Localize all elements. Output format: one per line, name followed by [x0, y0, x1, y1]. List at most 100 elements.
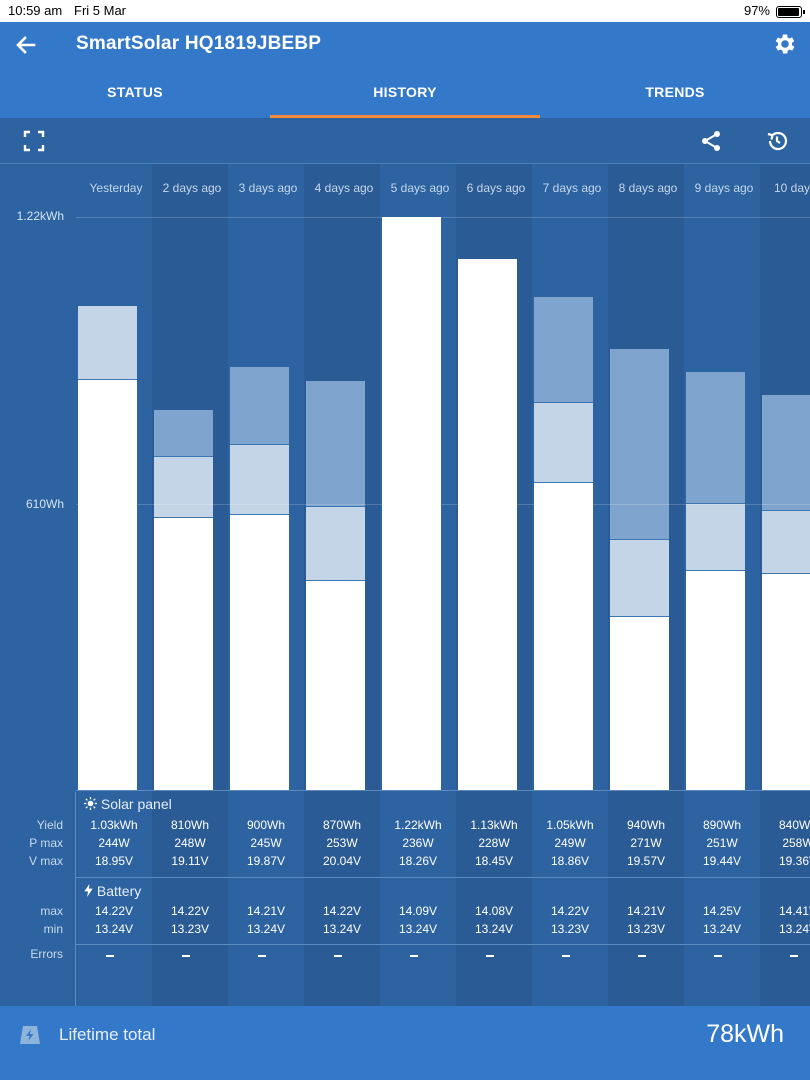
- day-column[interactable]: 10 days a: [760, 164, 810, 1006]
- bar-segment-divider: [610, 616, 669, 618]
- day-column[interactable]: 5 days ago: [380, 164, 456, 1006]
- solar-panel-section: Solar panel: [84, 796, 172, 812]
- bar-segment-float: [686, 371, 745, 504]
- day-label: 4 days ago: [314, 181, 374, 195]
- lifetime-total-label: Lifetime total: [59, 1025, 156, 1044]
- day-column[interactable]: Yesterday: [76, 164, 152, 1006]
- error-none-dash: [334, 955, 342, 957]
- history-icon: [767, 131, 788, 151]
- bar-segment-float: [610, 348, 669, 540]
- cell-bmin: 13.24V: [702, 922, 742, 936]
- cell-yield: 840Wh: [778, 818, 810, 832]
- bar-segment-float: [230, 367, 289, 445]
- history-button[interactable]: [765, 129, 789, 153]
- bar-segment-divider: [230, 443, 289, 445]
- error-none-dash: [790, 955, 798, 957]
- table-divider: [76, 877, 810, 878]
- bar-segment-bulk: [306, 580, 365, 790]
- bar-segment-bulk: [686, 570, 745, 790]
- gear-icon: [775, 34, 795, 54]
- bar-segment-bulk: [762, 573, 810, 790]
- cell-bmax: 14.22V: [170, 904, 210, 918]
- cell-bmin: 13.24V: [398, 922, 438, 936]
- cell-vmax: 18.45V: [474, 854, 514, 868]
- lifetime-total-value: 78kWh: [706, 1020, 784, 1048]
- back-button[interactable]: [12, 32, 40, 58]
- yield-icon: [19, 1025, 41, 1045]
- day-column[interactable]: 9 days ago: [684, 164, 760, 1006]
- tab-trends[interactable]: TRENDS: [645, 84, 705, 100]
- row-label-errors: Errors: [30, 947, 63, 961]
- bar-segment-absorption: [230, 444, 289, 515]
- day-column[interactable]: 6 days ago: [456, 164, 532, 1006]
- tab-status[interactable]: STATUS: [107, 84, 163, 100]
- share-button[interactable]: [699, 129, 723, 153]
- row-label-yield: Yield: [36, 818, 63, 832]
- bar-segment-divider: [534, 482, 593, 484]
- cell-bmin: 13.24V: [322, 922, 362, 936]
- bar-segment-divider: [686, 569, 745, 571]
- error-none-dash: [714, 955, 722, 957]
- tab-history[interactable]: HISTORY: [270, 70, 540, 118]
- tab-bar: STATUS HISTORY TRENDS: [0, 70, 810, 118]
- cell-bmax: 14.09V: [398, 904, 438, 918]
- bar-segment-divider: [154, 517, 213, 519]
- bar-segment-float: [306, 381, 365, 507]
- cell-bmax: 14.25V: [702, 904, 742, 918]
- bar-segment-float: [762, 395, 810, 511]
- settings-button[interactable]: [772, 31, 798, 57]
- cell-bmin: 13.24V: [246, 922, 286, 936]
- cell-pmax: 248W: [174, 836, 206, 850]
- cell-bmax: 14.41V: [778, 904, 810, 918]
- bar-segment-bulk: [382, 217, 441, 790]
- cell-yield: 890Wh: [702, 818, 742, 832]
- bar-segment-divider: [230, 514, 289, 516]
- gridline: [76, 217, 810, 218]
- y-tick-label: 610Wh: [25, 497, 64, 511]
- battery-percent: 97%: [743, 3, 770, 18]
- error-none-dash: [410, 955, 418, 957]
- cell-bmax: 14.22V: [322, 904, 362, 918]
- row-label-vmax: V max: [28, 854, 63, 868]
- y-tick-label: 1.22kWh: [16, 209, 64, 223]
- bar-segment-absorption: [686, 503, 745, 571]
- cell-bmax: 14.08V: [474, 904, 514, 918]
- day-column[interactable]: 8 days ago: [608, 164, 684, 1006]
- cell-pmax: 251W: [706, 836, 738, 850]
- bar-segment-divider: [686, 503, 745, 505]
- cell-bmax: 14.22V: [550, 904, 590, 918]
- arrow-left-icon: [16, 36, 36, 54]
- bar-segment-float: [154, 409, 213, 457]
- cell-pmax: 228W: [478, 836, 510, 850]
- fullscreen-button[interactable]: [22, 129, 46, 153]
- battery-icon-tip: [803, 10, 805, 14]
- cell-bmax: 14.21V: [626, 904, 666, 918]
- chart-toolbar: [0, 118, 810, 164]
- cell-pmax: 253W: [326, 836, 358, 850]
- bar-segment-bulk: [78, 379, 137, 790]
- lifetime-total-bar: Lifetime total 78kWh: [0, 1006, 810, 1080]
- battery-section: Battery: [84, 883, 141, 899]
- error-none-dash: [182, 955, 190, 957]
- cell-yield: 900Wh: [246, 818, 286, 832]
- bar-segment-bulk: [534, 482, 593, 790]
- bar-segment-absorption: [610, 539, 669, 617]
- cell-yield: 810Wh: [170, 818, 210, 832]
- cell-vmax: 18.86V: [550, 854, 590, 868]
- day-column[interactable]: 4 days ago: [304, 164, 380, 1006]
- bar-segment-divider: [610, 538, 669, 540]
- battery-label: Battery: [96, 883, 142, 899]
- bar-segment-absorption: [306, 506, 365, 581]
- share-icon: [702, 131, 720, 151]
- cell-vmax: 18.95V: [94, 854, 134, 868]
- table-divider: [76, 790, 810, 791]
- bar-segment-divider: [306, 506, 365, 508]
- day-column[interactable]: 2 days ago: [152, 164, 228, 1006]
- day-column[interactable]: 7 days ago: [532, 164, 608, 1006]
- day-column[interactable]: 3 days ago: [228, 164, 304, 1006]
- status-date: Fri 5 Mar: [74, 3, 126, 18]
- cell-pmax: 271W: [630, 836, 662, 850]
- cell-vmax: 19.11V: [171, 854, 209, 868]
- row-label-battery-max: max: [40, 904, 63, 918]
- day-label: 8 days ago: [618, 181, 678, 195]
